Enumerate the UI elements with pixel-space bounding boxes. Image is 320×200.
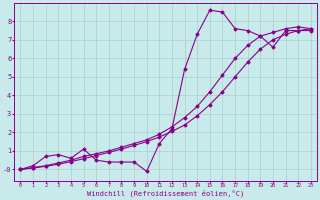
X-axis label: Windchill (Refroidissement éolien,°C): Windchill (Refroidissement éolien,°C): [87, 190, 244, 197]
